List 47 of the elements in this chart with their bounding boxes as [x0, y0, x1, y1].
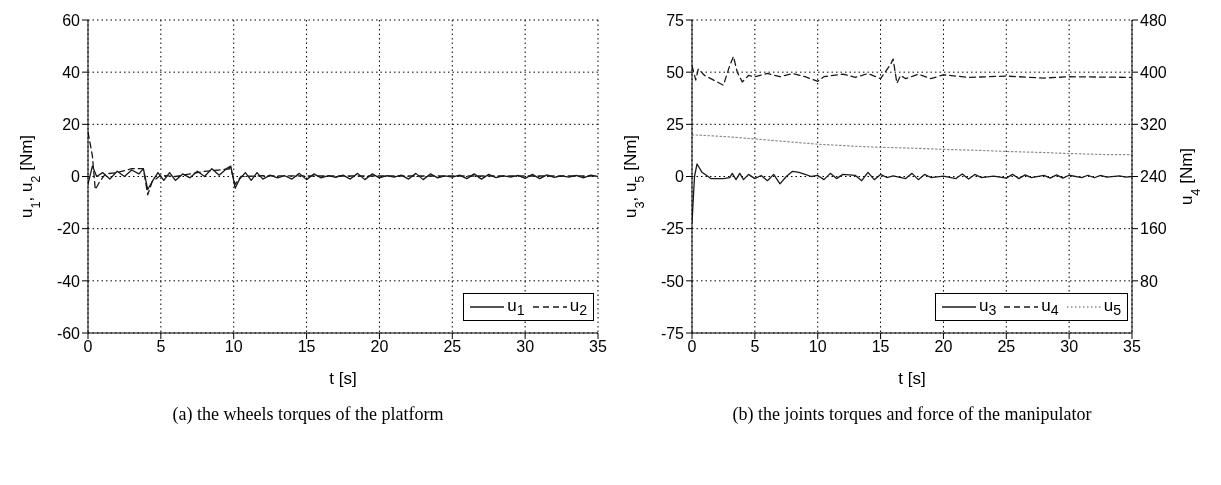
x-tick-label: 0 [83, 338, 93, 356]
x-tick-label: 20 [934, 338, 953, 356]
x-tick-label: 25 [997, 338, 1016, 356]
y-tick-label: -60 [56, 324, 81, 342]
line-series [692, 134, 1132, 156]
y-tick-label: 0 [675, 168, 685, 186]
y2-tick-label: 80 [1140, 272, 1158, 290]
x-tick-label: 35 [589, 338, 607, 356]
line-series [692, 55, 1132, 86]
x-tick-label: 10 [808, 338, 827, 356]
x-tick-label: 5 [750, 338, 760, 356]
y-tick-label: 20 [62, 116, 81, 134]
y2-tick-label: 160 [1140, 220, 1167, 238]
y2-tick-label: 240 [1140, 168, 1167, 186]
y-tick-label: -25 [660, 220, 685, 238]
text: (b) the joints torques and force of the manipulator [731, 404, 1093, 425]
y-tick-label: -20 [56, 220, 81, 238]
y-tick-label: -40 [56, 272, 81, 290]
x-tick-label: 25 [443, 338, 462, 356]
y2-tick-label: 320 [1140, 116, 1167, 134]
y-tick-label: 60 [62, 11, 81, 29]
legend-label: u$_{5}$ [1103, 296, 1121, 319]
y-tick-label: 0 [71, 168, 81, 186]
legend-label: u$_{3}$ [978, 296, 997, 319]
x-tick-label: 0 [687, 338, 697, 356]
y-tick-label: -50 [660, 272, 685, 290]
y2-tick-label: 480 [1140, 11, 1167, 29]
x-tick-label: 30 [516, 338, 535, 356]
x-tick-label: 15 [871, 338, 890, 356]
y-tick-label: 40 [62, 63, 81, 81]
y-tick-label: 25 [666, 116, 685, 134]
y-tick-label: 75 [666, 11, 685, 29]
legend-label: u$_{2}$ [569, 296, 587, 319]
y2-tick-label: 400 [1140, 63, 1167, 81]
text: (a) the wheels torques of the platform [171, 404, 445, 425]
x-axis-title: t [s] [898, 369, 926, 388]
x-tick-label: 35 [1123, 338, 1141, 356]
x-axis-title: t [s] [329, 369, 357, 388]
x-tick-label: 10 [224, 338, 243, 356]
x-tick-label: 20 [370, 338, 389, 356]
x-tick-label: 5 [156, 338, 166, 356]
x-tick-label: 15 [297, 338, 316, 356]
y-tick-label: 50 [666, 63, 685, 81]
legend-label: u$_{4}$ [1041, 296, 1059, 319]
x-tick-label: 30 [1060, 338, 1079, 356]
legend-label: u$_{1}$ [507, 296, 525, 319]
y-tick-label: -75 [660, 324, 685, 342]
